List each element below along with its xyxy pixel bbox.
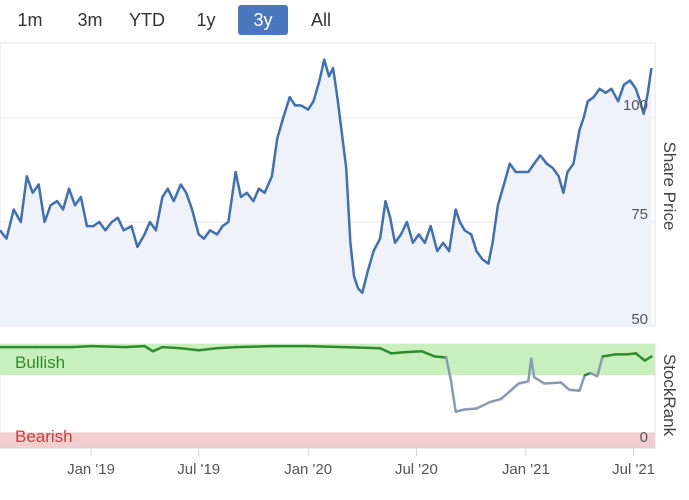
range-button-1m[interactable]: 1m <box>17 10 43 30</box>
x-axis: Jan '19 Jul '19 Jan '20 Jul '20 Jan '21 Jul '… <box>0 447 655 478</box>
stockrank-segment <box>444 356 453 382</box>
range-selector: 1m 3m YTD 1y 3y All <box>0 3 400 37</box>
range-button-3m[interactable]: 3m <box>77 10 103 30</box>
stockrank-segment <box>151 345 164 353</box>
stockrank-segment <box>517 380 530 385</box>
x-tick-label: Jul '21 <box>612 461 655 478</box>
stockrank-segment <box>625 352 638 356</box>
stockrank-segment <box>306 344 346 349</box>
bearish-label: Bearish <box>15 427 73 446</box>
stockrank-segment <box>124 344 146 349</box>
stockrank-y-ticks: 0 <box>640 429 648 446</box>
range-button-3y[interactable]: 3y <box>238 5 288 35</box>
stockrank-segment <box>568 388 581 393</box>
stockrank-segment <box>402 350 424 354</box>
bearish-band <box>0 432 655 448</box>
stockrank-segment <box>559 381 571 392</box>
stockrank-segment <box>475 400 491 410</box>
stockrank-segment <box>596 355 604 378</box>
price-area <box>0 59 652 326</box>
stockrank-axis-label: StockRank <box>660 354 679 437</box>
stockrank-segment <box>433 355 448 359</box>
stockrank-segment <box>234 344 274 349</box>
stockrank-lines <box>0 344 653 413</box>
stockrank-segment <box>601 353 617 358</box>
stockrank-y-tick-label: 0 <box>640 429 648 446</box>
stockrank-segment <box>161 345 183 350</box>
stockrank-segment <box>499 387 515 401</box>
stockrank-segment <box>143 344 155 353</box>
stockrank-segment <box>197 346 219 352</box>
stockrank-segment <box>532 376 546 385</box>
x-tick-label: Jan '21 <box>502 461 550 478</box>
price-line <box>0 58 653 294</box>
stockrank-segment <box>488 397 503 404</box>
x-tick-label: Jul '20 <box>395 461 438 478</box>
bullish-label: Bullish <box>15 353 65 372</box>
stockrank-segment <box>578 373 587 393</box>
price-y-tick-label: 100 <box>623 97 648 114</box>
bullish-band <box>0 344 655 376</box>
x-tick-label: Jan '20 <box>284 461 332 478</box>
stockrank-segment <box>543 381 563 385</box>
stockrank-segment <box>463 407 478 411</box>
stockrank-segment <box>529 357 536 379</box>
range-button-1y[interactable]: 1y <box>196 10 216 30</box>
price-y-tick-label: 50 <box>631 311 648 328</box>
stockrank-segment <box>511 382 520 390</box>
stockrank-segment <box>449 379 457 413</box>
stockrank-segment <box>390 351 406 355</box>
range-button-ytd[interactable]: YTD <box>129 10 165 30</box>
stockrank-segment <box>634 352 647 362</box>
stockrank-segment <box>71 344 93 349</box>
x-tick-label: Jul '19 <box>177 461 220 478</box>
stockrank-segment <box>454 408 466 413</box>
stockrank-segment <box>215 345 237 350</box>
stockrank-segment <box>342 345 382 350</box>
stockrank-segment <box>643 355 653 362</box>
price-axis-label: Share Price <box>660 142 679 231</box>
stockrank-segment <box>179 346 200 352</box>
x-tick-label: Jan '19 <box>67 461 115 478</box>
range-button-all[interactable]: All <box>310 10 331 30</box>
stockrank-segment <box>89 344 128 349</box>
stockrank-segment <box>420 350 437 358</box>
stockrank-segment <box>378 346 393 355</box>
price-y-ticks: 50 75 100 <box>623 97 648 328</box>
price-y-tick-label: 75 <box>631 206 648 223</box>
